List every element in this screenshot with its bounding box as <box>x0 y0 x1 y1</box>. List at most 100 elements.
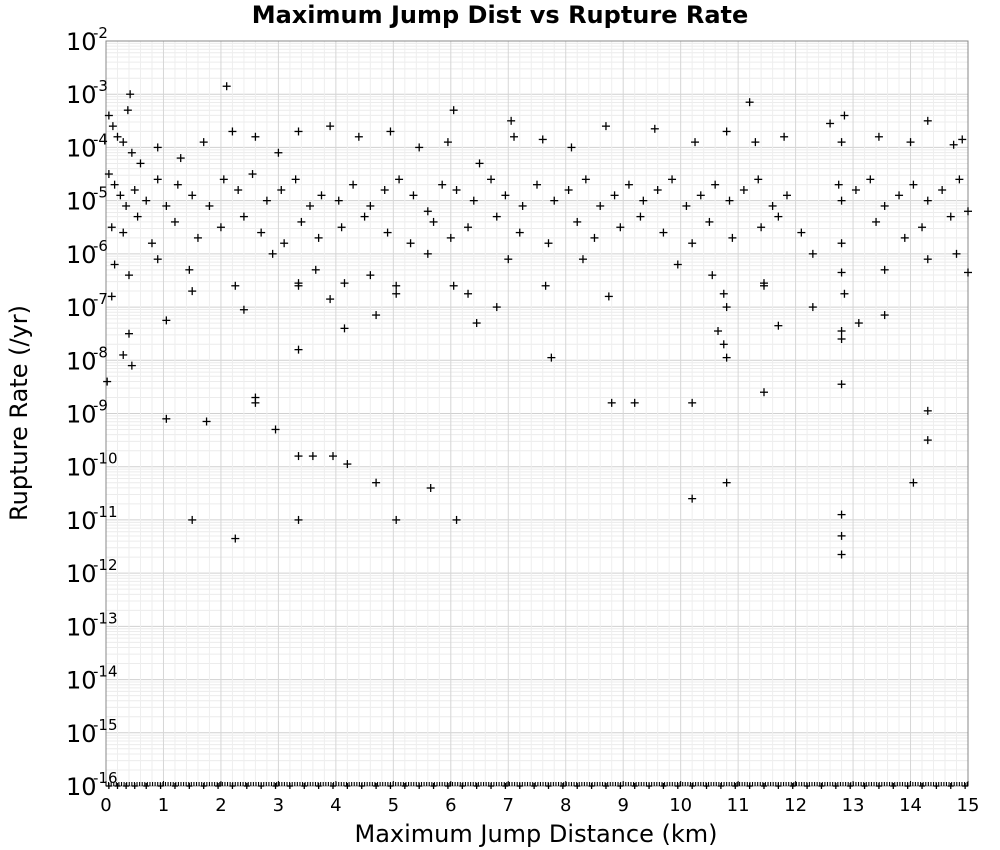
x-tick-label: 14 <box>899 795 922 816</box>
data-point <box>334 196 343 205</box>
data-point <box>949 140 958 149</box>
data-point <box>923 196 932 205</box>
y-tick-exponent: -13 <box>93 609 118 627</box>
data-point <box>504 255 513 264</box>
x-tick-label: 9 <box>617 795 628 816</box>
data-point <box>837 531 846 540</box>
data-point <box>574 783 581 789</box>
data-point <box>797 228 806 237</box>
y-tick-base: 10 <box>66 454 97 482</box>
data-point <box>114 783 121 789</box>
data-point <box>147 239 156 248</box>
data-point <box>653 186 662 194</box>
data-point <box>349 180 358 189</box>
data-point <box>711 180 720 189</box>
data-point <box>372 478 381 487</box>
data-point <box>104 170 113 179</box>
data-point <box>415 143 424 152</box>
data-point <box>947 783 954 789</box>
data-point <box>344 783 351 789</box>
y-tick-exponent: -15 <box>93 716 118 734</box>
data-point <box>387 783 394 789</box>
data-point <box>840 289 849 298</box>
y-tick-label: 10-4 <box>66 130 108 162</box>
data-point <box>277 186 286 194</box>
y-tick-exponent: -9 <box>93 397 108 415</box>
y-tick-base: 10 <box>66 347 97 375</box>
data-point <box>751 138 760 147</box>
data-point <box>216 223 225 232</box>
grid <box>105 41 969 787</box>
data-point <box>545 783 552 789</box>
data-point <box>105 783 112 789</box>
y-tick-label: 10-16 <box>66 769 118 801</box>
data-point <box>107 292 116 301</box>
data-point <box>143 783 150 789</box>
y-tick-label: 10-12 <box>66 556 118 588</box>
data-point <box>533 180 541 189</box>
data-point <box>646 783 653 789</box>
data-point <box>116 191 125 200</box>
data-point <box>127 148 136 157</box>
data-point <box>861 783 868 789</box>
data-point <box>119 228 128 237</box>
y-tick-base: 10 <box>66 773 97 801</box>
data-point <box>789 783 796 789</box>
data-point <box>837 550 846 559</box>
data-point <box>668 175 677 184</box>
y-tick-label: 10-7 <box>66 290 108 322</box>
x-tick-label: 15 <box>957 795 980 816</box>
data-point <box>923 116 932 125</box>
data-point <box>631 783 638 789</box>
data-point <box>895 191 904 200</box>
y-tick-base: 10 <box>66 134 97 162</box>
data-point <box>760 783 767 789</box>
y-tick-label: 10-14 <box>66 663 118 695</box>
chart-title: Maximum Jump Dist vs Rupture Rate <box>252 1 749 29</box>
data-point <box>366 271 375 280</box>
data-point <box>113 132 122 141</box>
data-point <box>326 295 335 304</box>
data-point <box>722 353 731 362</box>
data-point <box>547 353 556 362</box>
data-point <box>919 783 926 789</box>
data-point <box>124 271 133 280</box>
data-point <box>171 783 178 789</box>
data-point <box>717 783 724 789</box>
data-point <box>691 138 700 147</box>
data-point <box>472 319 481 328</box>
data-point <box>722 303 731 312</box>
data-point <box>329 783 336 789</box>
data-point <box>880 265 889 274</box>
data-point <box>343 460 352 469</box>
data-point <box>130 186 139 194</box>
y-tick-base: 10 <box>66 81 97 109</box>
data-point <box>231 534 240 543</box>
data-point <box>314 233 323 242</box>
x-axis-label: Maximum Jump Distance (km) <box>355 820 718 848</box>
data-point <box>531 783 538 789</box>
data-point <box>918 223 927 232</box>
y-tick-label: 10-9 <box>66 397 108 429</box>
data-point <box>617 783 624 789</box>
data-point <box>475 159 484 168</box>
data-point <box>832 783 839 789</box>
data-point <box>650 124 659 133</box>
data-point <box>452 515 461 524</box>
x-axis-ticks: 0 1 2 3 4 5 6 7 8 9 10 11 12 13 14 15 <box>100 781 979 816</box>
data-point <box>639 196 648 205</box>
data-point <box>360 212 369 221</box>
data-point <box>847 783 854 789</box>
data-point <box>200 783 207 789</box>
data-point <box>518 201 527 210</box>
data-point <box>837 335 846 343</box>
data-point <box>492 303 501 312</box>
data-point <box>301 783 308 789</box>
data-point <box>449 281 458 290</box>
data-point <box>754 175 763 184</box>
data-point <box>610 191 619 200</box>
data-point <box>251 398 260 407</box>
y-tick-exponent: -7 <box>93 290 108 308</box>
data-point <box>173 180 182 189</box>
